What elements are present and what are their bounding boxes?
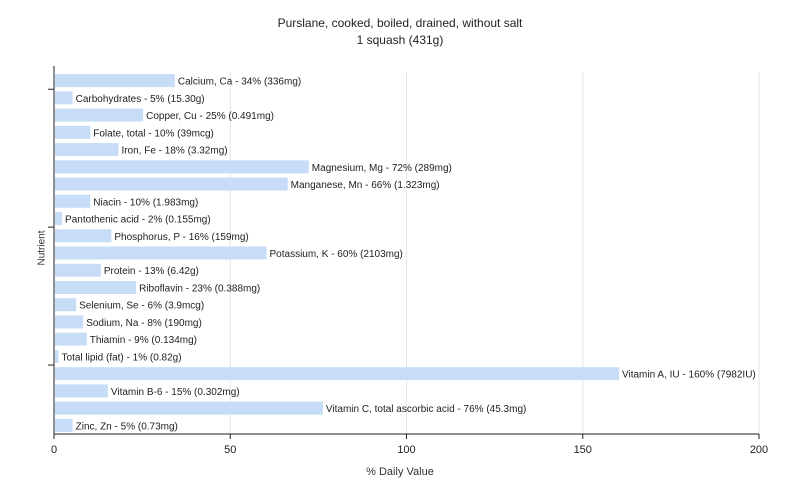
chart-title: Purslane, cooked, boiled, drained, witho… — [277, 16, 523, 30]
bar — [55, 177, 288, 191]
bar-label: Carbohydrates - 5% (15.30g) — [76, 94, 205, 105]
x-axis-label: % Daily Value — [366, 466, 434, 478]
bar — [55, 108, 144, 122]
bar-label: Calcium, Ca - 34% (336mg) — [178, 77, 301, 88]
x-tick-label: 100 — [397, 444, 415, 456]
bar — [55, 384, 108, 398]
x-tick-label: 50 — [224, 444, 236, 456]
bar-label: Folate, total - 10% (39mcg) — [93, 128, 214, 139]
x-tick-label: 0 — [51, 444, 57, 456]
bar-label: Vitamin C, total ascorbic acid - 76% (45… — [326, 404, 526, 415]
bar — [55, 143, 119, 157]
bar — [55, 418, 73, 432]
bar-label: Iron, Fe - 18% (3.32mg) — [121, 146, 227, 157]
y-axis-label: Nutrient — [36, 230, 48, 266]
x-tick-label: 150 — [574, 444, 592, 456]
bar-label: Thiamin - 9% (0.134mg) — [90, 335, 197, 346]
bar — [55, 212, 63, 226]
bar — [55, 315, 84, 329]
bar-label: Vitamin A, IU - 160% (7982IU) — [622, 370, 756, 381]
bar — [55, 332, 87, 346]
bar-label: Pantothenic acid - 2% (0.155mg) — [65, 215, 211, 226]
bar-label: Selenium, Se - 6% (3.9mcg) — [79, 301, 204, 312]
bar-label: Vitamin B-6 - 15% (0.302mg) — [111, 387, 240, 398]
bar — [55, 367, 619, 381]
bar-label: Sodium, Na - 8% (190mg) — [86, 318, 202, 329]
bar — [55, 160, 309, 174]
bar-label: Protein - 13% (6.42g) — [104, 266, 199, 277]
x-tick-label: 200 — [750, 444, 768, 456]
bar — [55, 194, 91, 208]
bar — [55, 229, 112, 243]
bar-label: Riboflavin - 23% (0.388mg) — [139, 283, 260, 294]
bar — [55, 401, 323, 415]
bar — [55, 74, 175, 88]
bar — [55, 91, 73, 105]
bar — [55, 125, 91, 139]
bar — [55, 263, 101, 277]
bar — [55, 349, 59, 363]
bar — [55, 298, 77, 312]
chart-subtitle: 1 squash (431g) — [356, 33, 444, 47]
bar-label: Total lipid (fat) - 1% (0.82g) — [62, 352, 182, 363]
bar-label: Zinc, Zn - 5% (0.73mg) — [76, 421, 178, 432]
bar-label: Potassium, K - 60% (2103mg) — [270, 249, 403, 260]
bar-label: Phosphorus, P - 16% (159mg) — [114, 232, 248, 243]
bar-label: Manganese, Mn - 66% (1.323mg) — [291, 180, 440, 191]
bar — [55, 246, 267, 260]
bar-label: Magnesium, Mg - 72% (289mg) — [312, 163, 452, 174]
bar-label: Niacin - 10% (1.983mg) — [93, 197, 198, 208]
bar — [55, 280, 137, 294]
bar-label: Copper, Cu - 25% (0.491mg) — [146, 111, 274, 122]
